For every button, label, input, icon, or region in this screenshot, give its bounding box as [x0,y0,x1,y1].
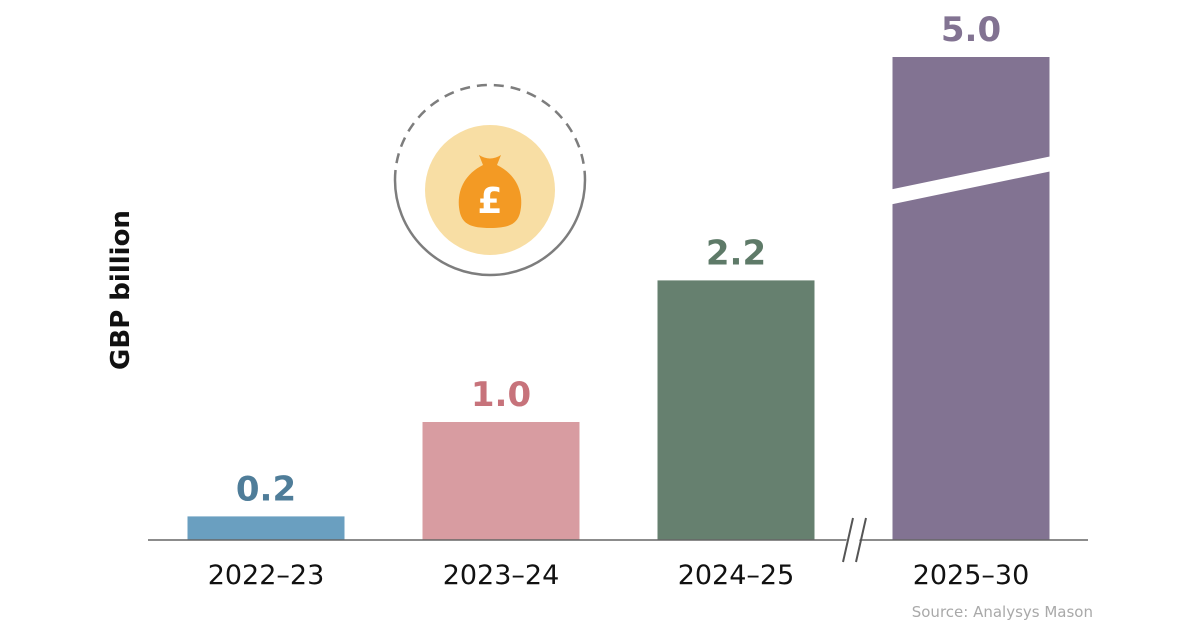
value-label-2023-24: 1.0 [471,375,531,415]
category-labels-layer: 2022–23 2023–24 2024–25 2025–30 [208,560,1030,591]
value-label-2024-25: 2.2 [706,233,766,273]
category-label-2022-23: 2022–23 [208,560,325,591]
bag-body [458,165,522,228]
category-label-2025-30: 2025–30 [913,560,1030,591]
value-label-2025-30: 5.0 [941,10,1001,50]
bars-layer [187,57,1072,540]
value-label-2022-23: 0.2 [236,469,296,509]
source-note: Source: Analysys Mason [912,603,1093,621]
bar-2025-30 [892,57,1050,540]
y-axis-title: GBP billion [106,210,136,370]
category-label-2024-25: 2024–25 [678,560,795,591]
category-label-2023-24: 2023–24 [443,560,560,591]
money-bag-icon: £ [393,83,587,277]
bar-break-gap [878,152,1072,207]
bag-knot [479,155,501,165]
pound-sign-icon: £ [477,181,502,222]
axis-break-mark [839,517,867,563]
value-labels-layer: 0.2 1.0 2.2 5.0 [236,10,1001,509]
solid-outer-arc [393,179,587,277]
bar-2023-24 [422,422,580,540]
bar-2022-23 [187,516,345,540]
bar-2024-25 [657,280,815,540]
